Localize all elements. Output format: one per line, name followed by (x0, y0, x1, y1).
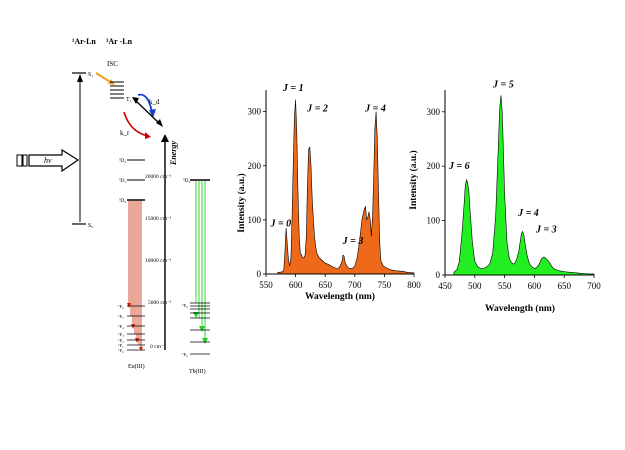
energy-tick-20000: 20000 cm⁻¹ (145, 174, 172, 180)
x-tick-label: 650 (557, 281, 571, 291)
x-tick-label: 650 (318, 280, 332, 290)
s0-label: S₀ (88, 223, 93, 229)
tb-label: Tb(III) (189, 368, 206, 375)
peak-label: J = 1 (282, 83, 304, 94)
x-tick-label: 600 (289, 280, 303, 290)
svg-text:⁷F₄: ⁷F₄ (118, 324, 124, 329)
t1-label: T₁ (126, 97, 132, 103)
energy-tick-5000: 5000 cm⁻¹ (148, 300, 172, 306)
svg-text:⁷F₃: ⁷F₃ (118, 332, 124, 337)
svg-text:⁷F₁: ⁷F₁ (118, 343, 124, 348)
hv-arrow-icon (28, 148, 80, 173)
kd-arrow (137, 93, 153, 113)
x-tick-label: 700 (587, 281, 601, 291)
chart2-ylabel: Intensity (a.u.) (408, 150, 419, 209)
isc-label: ISC (107, 60, 118, 68)
peak-label: J = 2 (306, 104, 328, 115)
kr-arrowhead (145, 132, 151, 139)
tb-emission-chart: Intensity (a.u.) Wavelength (nm) 450 500 5… (408, 79, 601, 314)
hv-label: hv (44, 156, 52, 165)
x-tick-label: 700 (348, 280, 362, 290)
energy-tick-15000: 15000 cm⁻¹ (145, 216, 172, 222)
eu-levels: ⁵D₂ ⁵D₁ ⁵D₀ (119, 158, 145, 204)
svg-text:⁷F₆: ⁷F₆ (182, 352, 188, 357)
y-tick-label: 300 (248, 107, 262, 117)
energy-axis-arrowhead (161, 134, 169, 142)
kd-arrowhead (149, 109, 156, 118)
y-tick-label: 300 (427, 107, 441, 117)
et-arrow (134, 99, 161, 125)
y-tick-label: 100 (427, 216, 441, 226)
energy-tick-0: 0 cm⁻¹ (150, 344, 166, 350)
x-tick-label: 450 (438, 281, 452, 291)
source-block-b (22, 154, 28, 167)
peak-label: J = 6 (448, 161, 470, 172)
eu-emission-chart: Intensity (a.u.) Wavelength (nm) 550 600 6… (236, 83, 421, 302)
svg-text:⁵D₂: ⁵D₂ (119, 158, 126, 164)
chart1-xlabel: Wavelength (nm) (305, 291, 375, 302)
svg-text:⁷F₆: ⁷F₆ (118, 304, 124, 309)
x-tick-label: 800 (407, 280, 421, 290)
et-arrowhead-down (156, 119, 163, 127)
peak-label: J = 3 (342, 236, 364, 247)
kr-label: k_r (120, 129, 130, 137)
svg-text:⁷F₅: ⁷F₅ (118, 314, 124, 319)
excitation-arrowhead (77, 74, 83, 82)
x-tick-label: 600 (528, 281, 542, 291)
spectrum-area (277, 99, 415, 275)
y-tick-label: 200 (427, 161, 441, 171)
chart1-ylabel: Intensity (a.u.) (236, 173, 247, 232)
spectrum-area (453, 95, 595, 276)
y-tick-label: 0 (257, 269, 262, 279)
y-tick-label: 200 (248, 161, 262, 171)
col-left-label: ¹Ar-Ln (72, 37, 96, 46)
peak-label: J = 4 (517, 208, 539, 219)
t1-levels (110, 81, 124, 99)
isc-arrow (95, 72, 113, 84)
x-tick-label: 550 (498, 281, 512, 291)
svg-text:⁷F₀: ⁷F₀ (182, 303, 188, 308)
peak-label: J = 0 (269, 218, 291, 229)
x-tick-label: 500 (468, 281, 482, 291)
eu-ground-levels: ⁷F₆ ⁷F₅ ⁷F₄ ⁷F₃ ⁷F₂ ⁷F₁ ⁷F₀ (118, 304, 145, 353)
tb-ground-levels: ⁷F₀ ⁷F₆ (182, 302, 210, 357)
tb-levels: ⁵D₄ (183, 178, 210, 184)
energy-axis-label: Energy (169, 141, 178, 166)
chart2-xlabel: Wavelength (nm) (485, 303, 555, 314)
col-right-label: ³Ar -Ln (106, 37, 133, 46)
eu-arrowheads (127, 303, 143, 351)
et-arrowhead-up (132, 97, 139, 104)
kd-label: k_d (149, 98, 160, 106)
tb-arrowheads (193, 312, 208, 344)
s1-label: S₁ (88, 72, 93, 78)
energy-tick-10000: 10000 cm⁻¹ (145, 258, 172, 264)
svg-text:⁵D₀: ⁵D₀ (119, 198, 126, 204)
peak-label: J = 3 (535, 225, 557, 236)
y-tick-label: 0 (436, 270, 441, 280)
svg-text:⁵D₄: ⁵D₄ (183, 178, 190, 184)
x-tick-label: 750 (378, 280, 392, 290)
y-tick-label: 100 (248, 215, 262, 225)
svg-text:⁷F₂: ⁷F₂ (118, 338, 124, 343)
x-tick-label: 550 (259, 280, 273, 290)
source-block-a (16, 154, 23, 167)
tb-emission-lines (195, 181, 206, 342)
peak-label: J = 4 (364, 104, 386, 115)
eu-emission-lines (128, 201, 142, 349)
jablonski-diagram: ¹Ar-Ln ³Ar -Ln S₁ S₀ ISC T₁ k_d (16, 37, 210, 375)
peak-label: J = 5 (492, 79, 514, 90)
svg-text:⁷F₀: ⁷F₀ (118, 348, 124, 353)
eu-label: Eu(III) (128, 363, 145, 370)
svg-text:⁵D₁: ⁵D₁ (119, 178, 126, 184)
